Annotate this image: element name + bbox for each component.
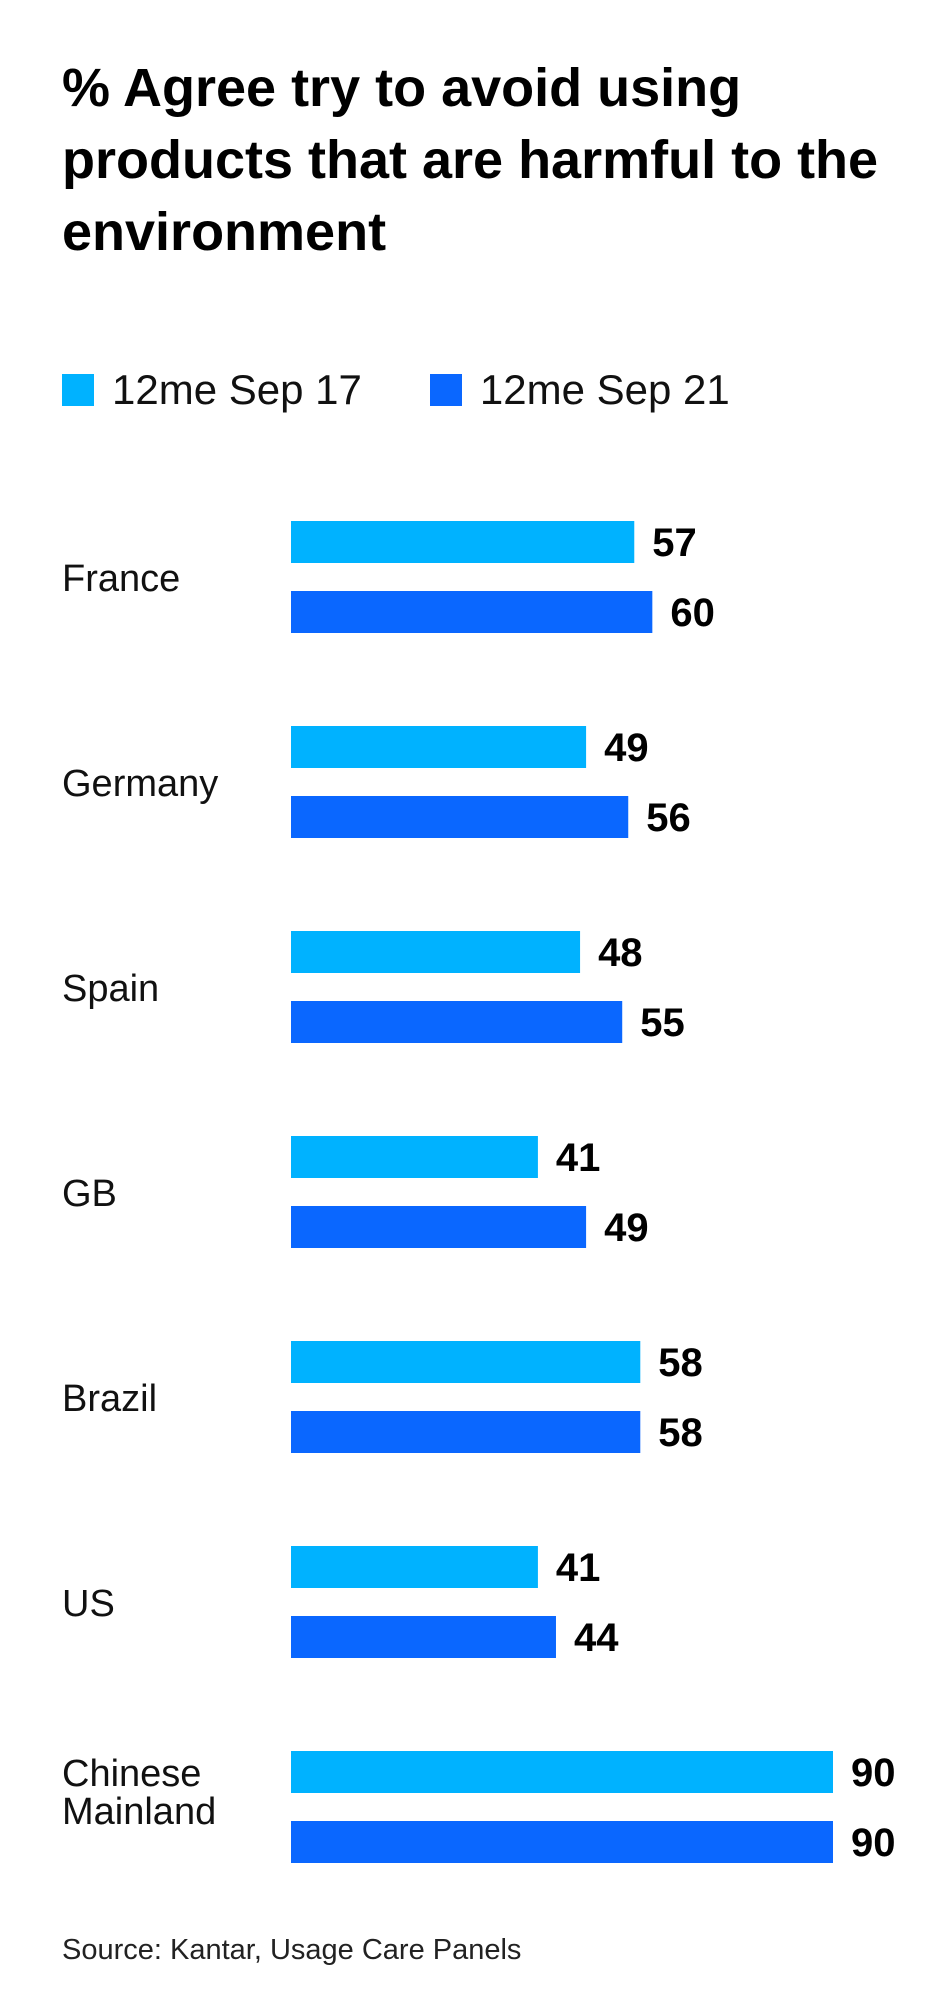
data-label-germany-series-2: 56 [646, 796, 691, 840]
bar-us-series-1 [291, 1546, 538, 1588]
bar-brazil-series-2 [291, 1411, 641, 1453]
category-label-germany: Germany [62, 763, 218, 805]
data-label-germany-series-1: 49 [604, 726, 649, 770]
legend-item-sep17: 12me Sep 17 [62, 366, 362, 414]
legend-item-sep21: 12me Sep 21 [429, 366, 730, 414]
bar-spain-series-2 [291, 1001, 623, 1043]
category-label-us: US [62, 1583, 115, 1625]
source-note: Source: Kantar, Usage Care Panels [62, 1934, 522, 1966]
bar-germany-series-2 [291, 796, 629, 838]
legend-swatch-sep17 [62, 374, 94, 406]
bar-france-series-1 [291, 521, 635, 563]
bar-spain-series-1 [291, 931, 581, 973]
data-label-us-series-1: 41 [556, 1546, 601, 1590]
data-label-spain-series-2: 55 [640, 1001, 685, 1045]
data-label-chinese-mainland-series-2: 90 [851, 1821, 896, 1865]
category-label-france: France [62, 558, 180, 600]
data-label-brazil-series-2: 58 [658, 1411, 703, 1455]
chart-title: % Agree try to avoid using products that… [62, 58, 879, 262]
bar-gb-series-2 [291, 1206, 587, 1248]
category-label-spain: Spain [62, 968, 159, 1010]
bar-germany-series-1 [291, 726, 587, 768]
data-label-france-series-1: 57 [652, 521, 697, 565]
data-label-gb-series-1: 41 [556, 1136, 601, 1180]
category-label-chinese-mainland: Chinese Mainland [62, 1753, 216, 1833]
bar-us-series-2 [291, 1616, 556, 1658]
data-label-france-series-2: 60 [670, 591, 715, 635]
legend: 12me Sep 17 12me Sep 21 [62, 362, 730, 418]
data-label-chinese-mainland-series-1: 90 [851, 1751, 896, 1795]
legend-label-sep21: 12me Sep 21 [479, 366, 730, 413]
bar-chinese-mainland-series-2 [291, 1821, 833, 1863]
bar-gb-series-1 [291, 1136, 538, 1178]
bar-chart: France5760Germany4956Spain4855GB4149Braz… [62, 521, 896, 1865]
data-label-brazil-series-1: 58 [658, 1341, 703, 1385]
data-label-spain-series-1: 48 [598, 931, 643, 975]
bar-france-series-2 [291, 591, 653, 633]
category-label-gb: GB [62, 1173, 117, 1215]
category-label-brazil: Brazil [62, 1378, 157, 1420]
data-label-us-series-2: 44 [574, 1616, 619, 1660]
bar-chinese-mainland-series-1 [291, 1751, 833, 1793]
legend-swatch-sep21 [429, 374, 462, 406]
legend-label-sep17: 12me Sep 17 [112, 366, 362, 413]
data-label-gb-series-2: 49 [604, 1206, 649, 1250]
bar-brazil-series-1 [291, 1341, 641, 1383]
